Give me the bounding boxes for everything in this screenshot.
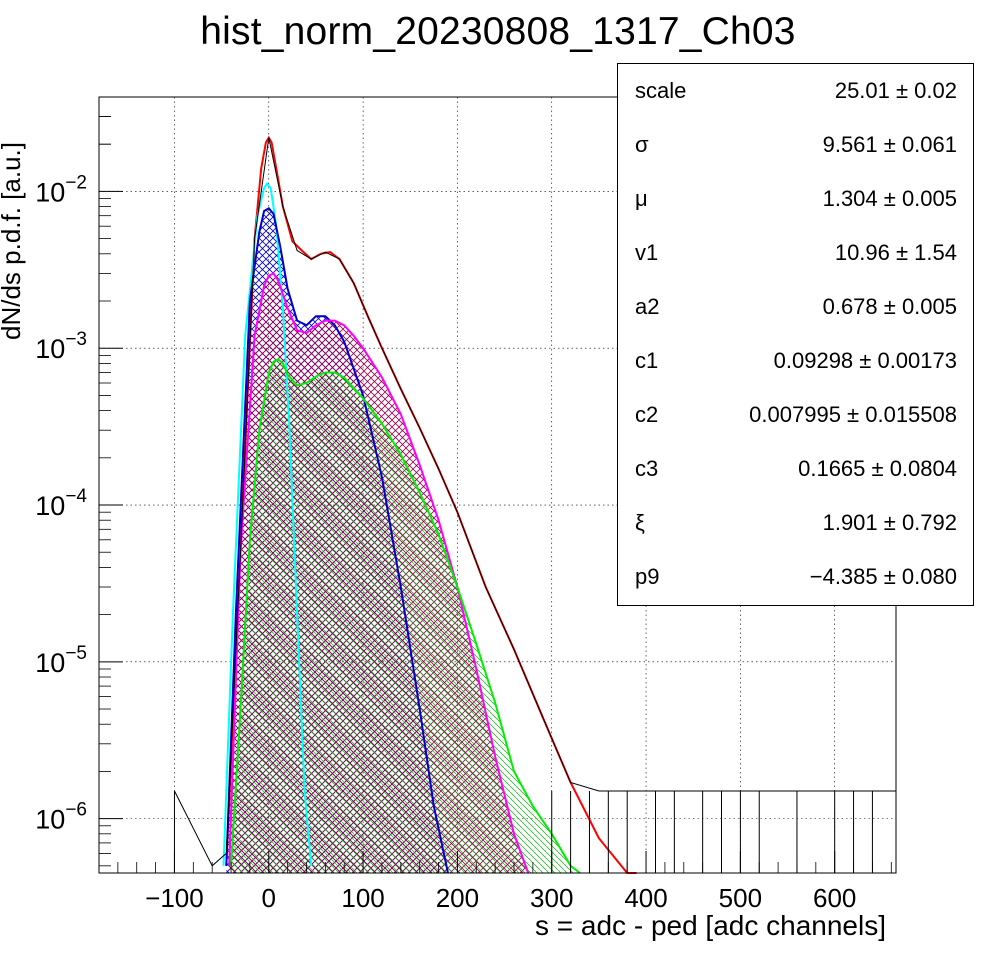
fit-parameter-name: c3	[635, 456, 659, 481]
y-axis: 10−2 10−3 10−4 10−5 10−6	[35, 96, 123, 867]
fit-parameter-name: p9	[635, 564, 660, 589]
fit-parameter-value: 25.01 ± 0.02	[834, 78, 957, 103]
fit-parameter-name: scale	[635, 78, 687, 103]
y-tick-label: 10−3	[35, 329, 87, 364]
fit-parameter-row: c2 0.007995 ± 0.015508	[618, 388, 973, 442]
fit-parameter-value: 0.678 ± 0.005	[822, 294, 957, 319]
fit-parameter-value: 0.1665 ± 0.0804	[798, 456, 957, 481]
data-histogram	[174, 137, 896, 867]
y-tick-label: 10−6	[35, 800, 87, 835]
fit-parameter-row: σ 9.561 ± 0.061	[618, 118, 973, 172]
fit-parameter-row: ξ 1.901 ± 0.792	[618, 496, 973, 550]
series-line-4	[230, 358, 581, 874]
fit-parameter-name: c2	[635, 402, 659, 427]
fit-parameter-name: a2	[635, 294, 660, 319]
y-axis-label: dN/ds p.d.f. [a.u.]	[0, 142, 26, 340]
series-line-1	[222, 182, 313, 866]
fit-parameter-row: c1 0.09298 ± 0.00173	[618, 334, 973, 388]
fit-parameter-row: p9 −4.385 ± 0.080	[618, 550, 973, 604]
fit-parameter-name: σ	[635, 132, 649, 157]
x-axis-label: s = adc - ped [adc channels]	[535, 910, 886, 941]
x-tick-label: 100	[341, 883, 384, 913]
fit-parameter-value: 9.561 ± 0.061	[822, 132, 957, 157]
fit-parameter-name: ξ	[635, 510, 645, 535]
fit-parameter-name: μ	[635, 186, 648, 211]
fit-parameter-name: v1	[635, 240, 659, 265]
fit-parameter-value: −4.385 ± 0.080	[809, 564, 957, 589]
fit-parameter-row: a2 0.678 ± 0.005	[618, 280, 973, 334]
x-tick-label: 500	[719, 883, 762, 913]
fit-parameter-value: 1.304 ± 0.005	[822, 186, 957, 211]
x-axis: −100 0 100 200 300 400 500 600	[98, 851, 892, 913]
chart-title: hist_norm_20230808_1317_Ch03	[200, 10, 796, 53]
x-tick-label: 300	[530, 883, 573, 913]
fit-parameters-box: scale 25.01 ± 0.02 σ 9.561 ± 0.061 μ 1.304 ± …	[617, 63, 974, 606]
fit-parameter-row: μ 1.304 ± 0.005	[618, 172, 973, 226]
fit-parameter-row: scale 25.01 ± 0.02	[618, 64, 973, 118]
x-tick-label: 0	[262, 883, 276, 913]
fit-parameter-value: 10.96 ± 1.54	[834, 240, 957, 265]
x-tick-label: 600	[813, 883, 856, 913]
fit-parameter-value: 0.007995 ± 0.015508	[749, 402, 957, 427]
fit-parameter-value: 1.901 ± 0.792	[822, 510, 957, 535]
x-tick-label: −100	[145, 883, 204, 913]
y-tick-label: 10−4	[35, 486, 87, 521]
fit-parameter-value: 0.09298 ± 0.00173	[773, 348, 957, 373]
y-tick-label: 10−5	[35, 643, 87, 678]
x-tick-label: 400	[624, 883, 667, 913]
series-line-2	[225, 207, 449, 874]
fit-parameter-name: c1	[635, 348, 659, 373]
fit-parameter-row: c3 0.1665 ± 0.0804	[618, 442, 973, 496]
y-tick-label: 10−2	[35, 172, 87, 207]
fit-parameter-row: v1 10.96 ± 1.54	[618, 226, 973, 280]
x-tick-label: 200	[436, 883, 479, 913]
fill-areas	[226, 208, 581, 874]
